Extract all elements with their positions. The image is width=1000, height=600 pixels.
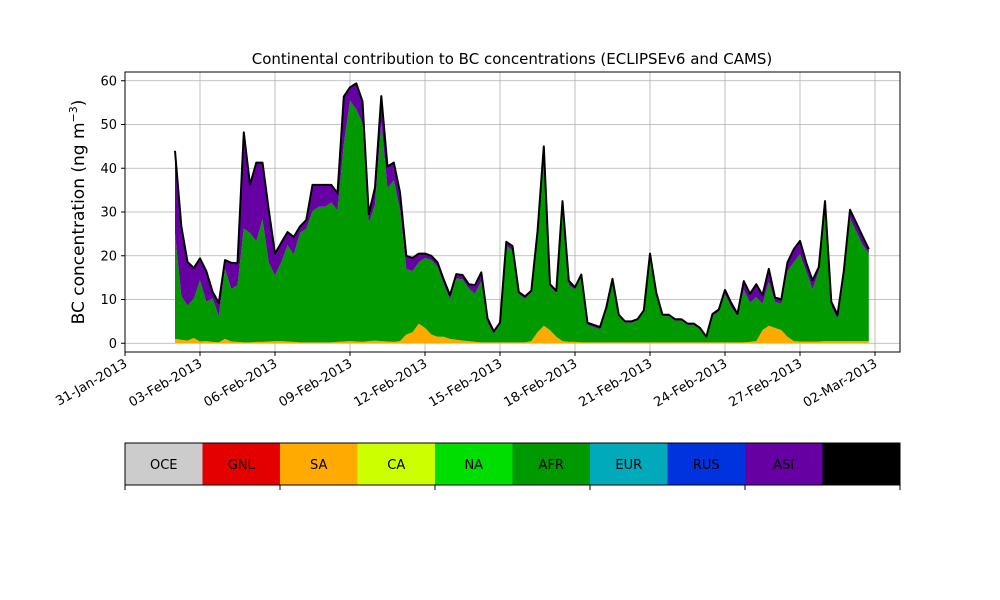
x-tick-label: 02-Mar-2013	[801, 356, 880, 410]
legend-frame	[124, 442, 901, 486]
legend-swatch-aus	[822, 443, 901, 485]
total-concentration-line	[174, 82, 870, 338]
y-axis-label-exponent: −3	[67, 106, 80, 122]
x-tick-label: 18-Feb-2013	[501, 356, 580, 410]
legend-swatch-ca	[357, 443, 436, 485]
legend-swatch-eur	[590, 443, 668, 485]
x-tick-label: 15-Feb-2013	[426, 356, 505, 410]
y-axis-label-close: )	[69, 100, 89, 107]
x-tick-label: 27-Feb-2013	[726, 356, 805, 410]
legend-swatch-sa	[280, 443, 358, 485]
stacked-areas	[175, 83, 869, 344]
x-tick-label: 24-Feb-2013	[651, 356, 730, 410]
x-axis-ticks: 31-Jan-201303-Feb-201306-Feb-201309-Feb-…	[53, 352, 880, 411]
y-tick-label: 60	[100, 74, 117, 89]
legend-label-ca: CA	[387, 458, 405, 473]
y-axis-ticks: 0 10 20 30 40 50 60	[100, 74, 125, 352]
y-tick-label: 0	[109, 337, 117, 352]
legend-label-afr: AFR	[539, 458, 564, 473]
legend-label-oce: OCE	[150, 458, 178, 473]
y-axis-label-main: BC concentration (ng m	[69, 122, 89, 324]
y-tick-label: 30	[100, 206, 117, 221]
y-axis-label: BC concentration (ng m−3)	[67, 100, 89, 325]
legend-label-gnl: GNL	[228, 458, 256, 473]
legend-label-aus: AUS	[848, 458, 875, 473]
legend-swatch-afr	[512, 443, 591, 485]
y-tick-label: 50	[100, 118, 117, 133]
legend-label-na: NA	[464, 458, 483, 473]
x-tick-label: 12-Feb-2013	[351, 356, 430, 410]
x-tick-label: 09-Feb-2013	[276, 356, 355, 410]
area-series-afr	[175, 100, 869, 343]
x-tick-label: 03-Feb-2013	[126, 356, 205, 410]
legend-swatch-asi	[745, 443, 823, 485]
legend-label-eur: EUR	[615, 458, 642, 473]
legend-colorbar: OCE GNL SA CA NA AFR EUR RUS ASI AUS	[124, 442, 901, 490]
legend-swatch-rus	[667, 443, 746, 485]
legend-swatch-oce	[125, 443, 203, 485]
y-tick-label: 10	[100, 293, 117, 308]
y-tick-label: 20	[100, 249, 117, 264]
x-tick-label: 31-Jan-2013	[53, 356, 130, 409]
legend-label-sa: SA	[310, 458, 327, 473]
legend-label-rus: RUS	[693, 458, 720, 473]
legend-label-asi: ASI	[773, 458, 794, 473]
x-tick-label: 21-Feb-2013	[576, 356, 655, 410]
legend-swatch-gnl	[202, 443, 281, 485]
chart-title: Continental contribution to BC concentra…	[252, 50, 773, 68]
legend-swatch-na	[435, 443, 513, 485]
y-tick-label: 40	[100, 162, 117, 177]
x-tick-label: 06-Feb-2013	[201, 356, 280, 410]
